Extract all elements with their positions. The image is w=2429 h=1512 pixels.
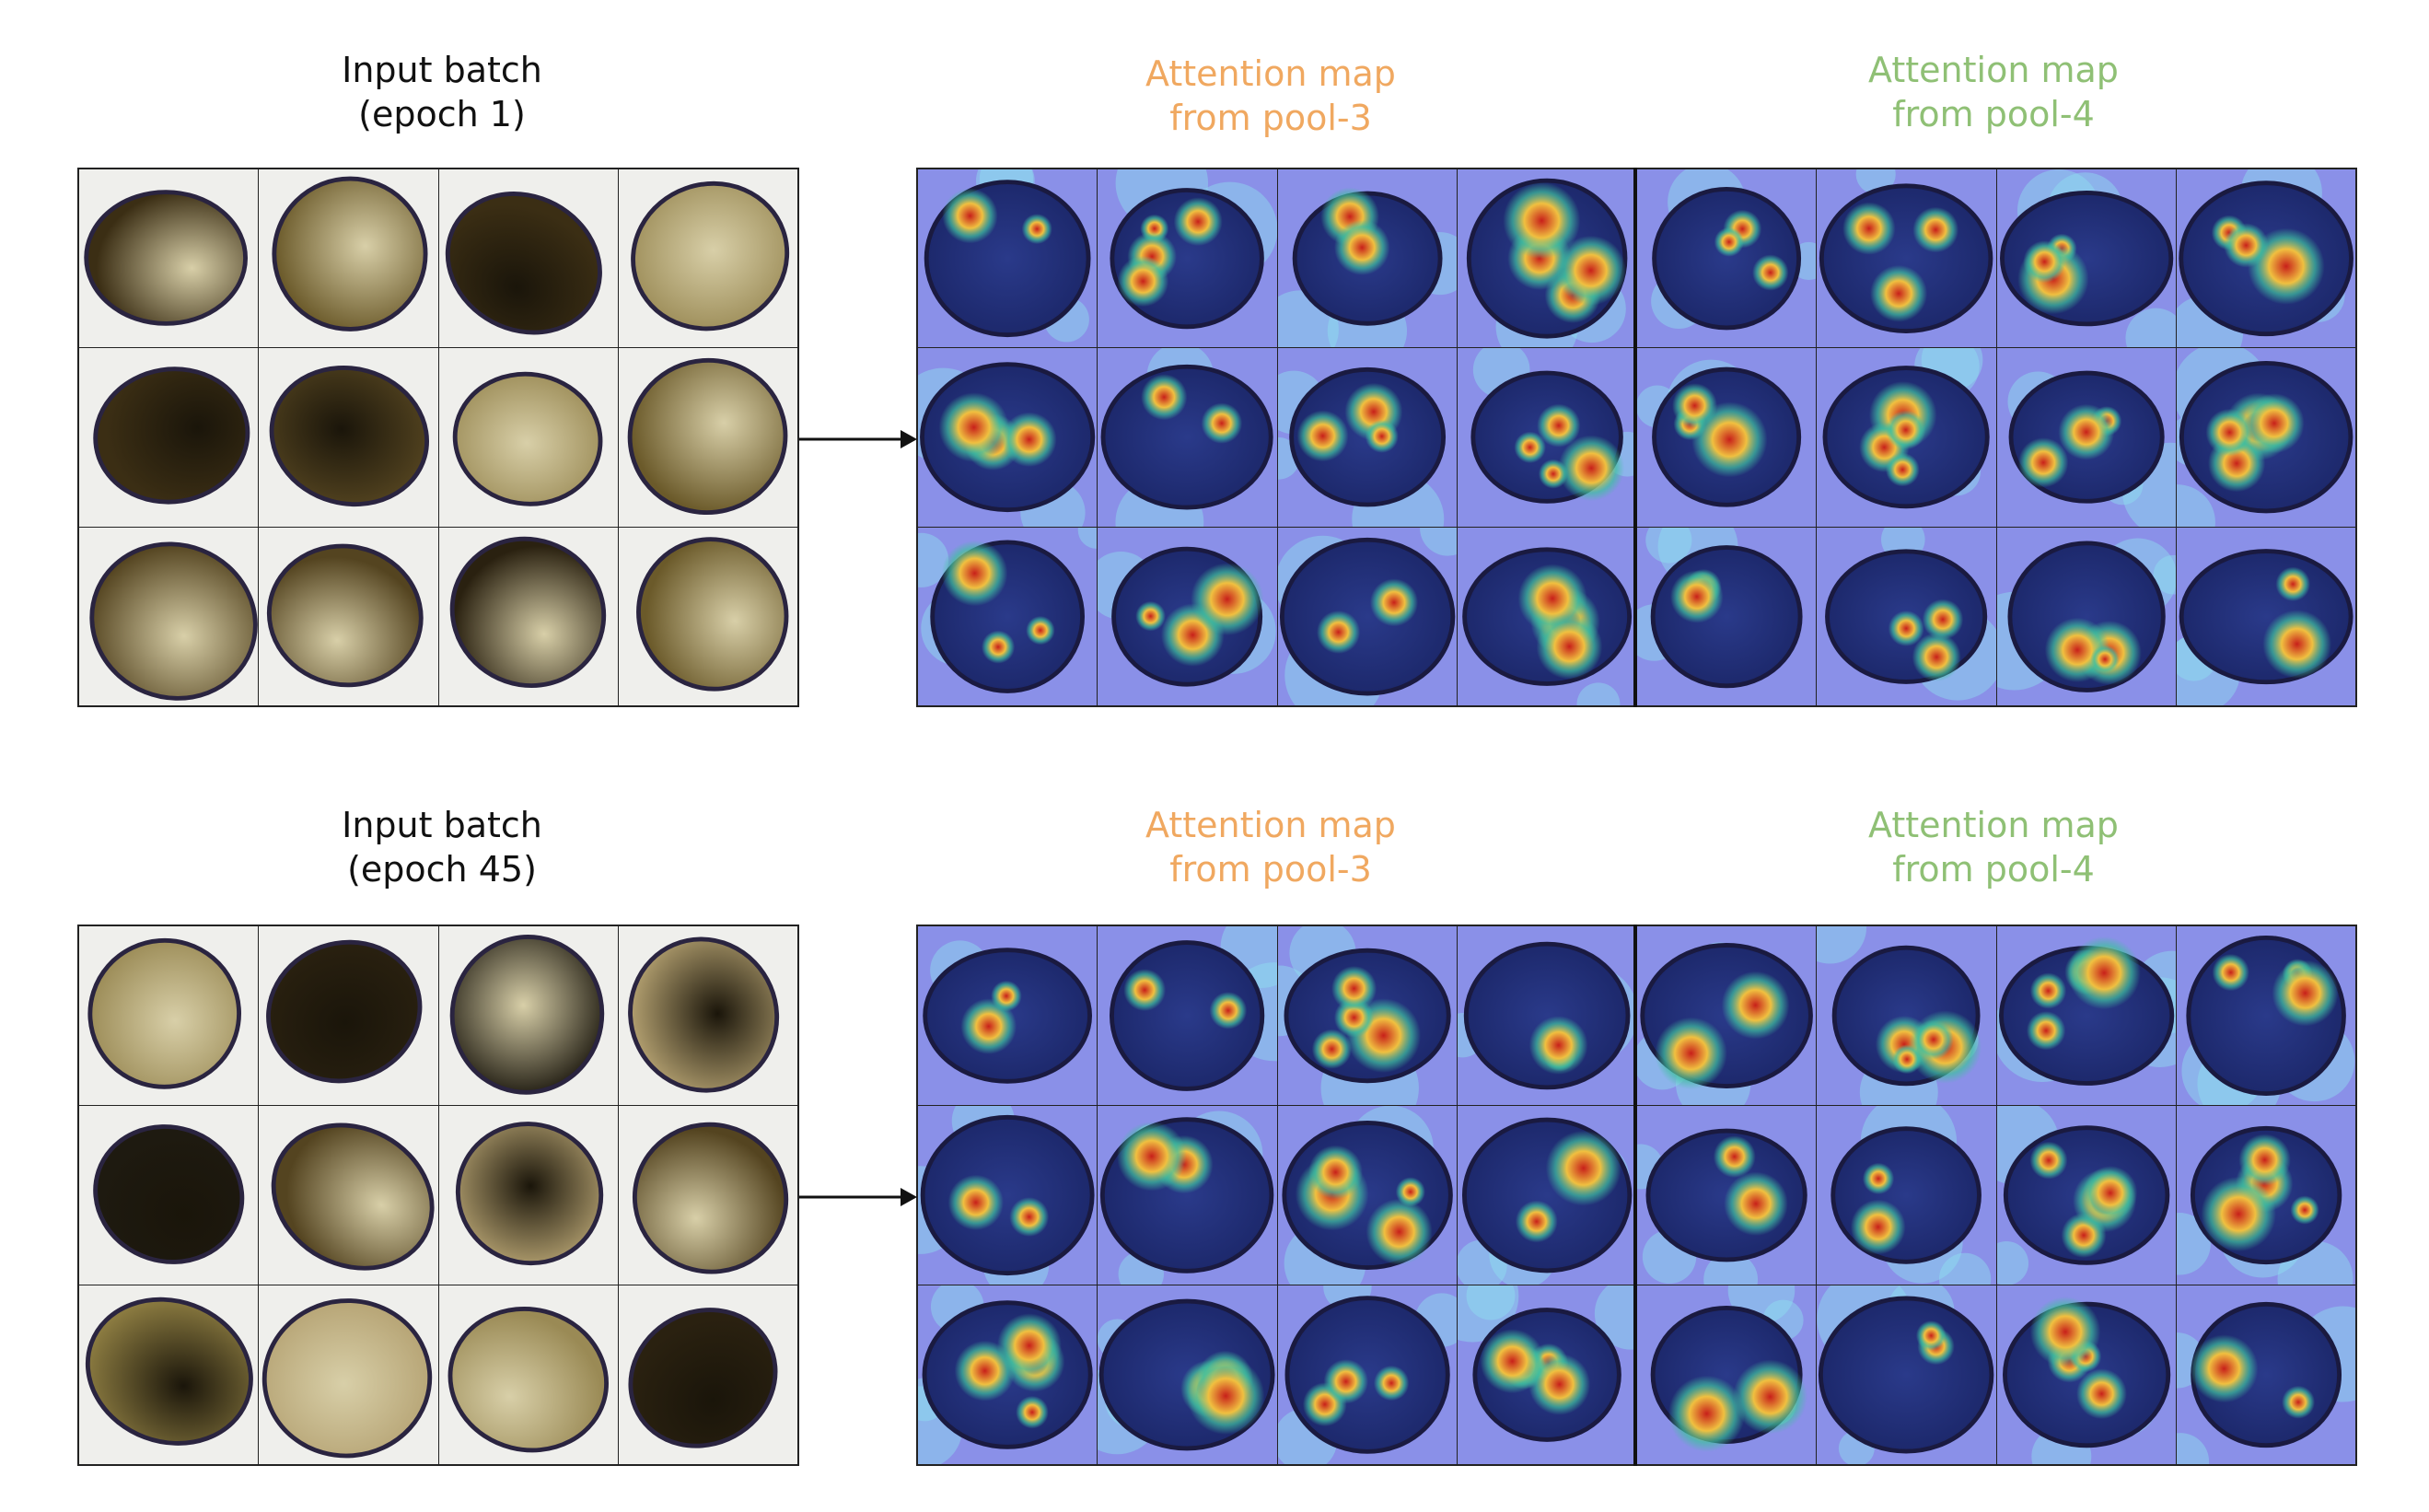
larva-image xyxy=(259,169,438,348)
pool4-label-bottom: Attention map from pool-4 xyxy=(1868,805,2119,890)
pool4-attention-map xyxy=(2176,348,2355,527)
pool3-attention-map xyxy=(918,1106,1098,1285)
pool4-attention-map xyxy=(2176,1285,2355,1464)
pool3-attention-map xyxy=(1098,1106,1277,1285)
pool4-attention-map xyxy=(2176,527,2355,705)
pool4-attention-map xyxy=(1637,348,1817,527)
pool4-attention-map xyxy=(1637,926,1817,1105)
larva-image xyxy=(79,348,259,527)
pool3-attention-map xyxy=(1277,1106,1457,1285)
pool3-attention-map xyxy=(1457,527,1636,705)
pool3-attention-map xyxy=(1098,348,1277,527)
pool3-attention-map xyxy=(1277,169,1457,348)
larva-image xyxy=(438,527,618,705)
pool3-attention-map xyxy=(1098,169,1277,348)
pool3-label-top: Attention map from pool-3 xyxy=(1145,53,1396,138)
pool4-attention-map xyxy=(1996,1106,2176,1285)
larva-image xyxy=(618,926,797,1105)
pool3-attention-map xyxy=(918,169,1098,348)
arrow-right-icon xyxy=(799,430,917,448)
pool3-attention-map xyxy=(1457,169,1636,348)
pool4-attention-map xyxy=(1637,527,1817,705)
pool3-attention-map xyxy=(1277,348,1457,527)
pool4-attention-map xyxy=(1817,527,1996,705)
pool3-attention-map xyxy=(1277,926,1457,1105)
larva-image xyxy=(618,1106,797,1285)
pool3-attention-map xyxy=(1098,1285,1277,1464)
pool4-attention-map xyxy=(1996,169,2176,348)
pool-divider-bottom xyxy=(1633,925,1637,1466)
pool4-attention-map xyxy=(2176,1106,2355,1285)
arrow-right-icon xyxy=(799,1188,917,1206)
pool3-attention-map xyxy=(1457,1106,1636,1285)
pool4-attention-map xyxy=(1817,1106,1996,1285)
larva-image xyxy=(79,527,259,705)
pool4-label-top: Attention map from pool-4 xyxy=(1868,50,2119,134)
larva-image xyxy=(259,348,438,527)
input-batch-grid-epoch-45 xyxy=(77,925,799,1466)
pool4-attention-map xyxy=(1817,169,1996,348)
attention-map-grid-epoch-1 xyxy=(916,168,2357,707)
attention-map-grid-epoch-45 xyxy=(916,925,2357,1466)
larva-image xyxy=(79,1285,259,1464)
pool4-attention-map xyxy=(1996,348,2176,527)
larva-image xyxy=(79,1106,259,1285)
pool3-attention-map xyxy=(1457,926,1636,1105)
larva-image xyxy=(438,348,618,527)
pool3-attention-map xyxy=(918,1285,1098,1464)
pool-divider-top xyxy=(1633,168,1637,707)
pool3-attention-map xyxy=(1277,1285,1457,1464)
larva-image xyxy=(79,169,259,348)
larva-image xyxy=(618,348,797,527)
pool4-attention-map xyxy=(2176,926,2355,1105)
larva-image xyxy=(259,926,438,1105)
pool4-attention-map xyxy=(2176,169,2355,348)
larva-image xyxy=(259,1285,438,1464)
pool3-attention-map xyxy=(1457,348,1636,527)
input-batch-grid-epoch-1 xyxy=(77,168,799,707)
pool4-attention-map xyxy=(1817,348,1996,527)
input-batch-label-epoch-45: Input batch (epoch 45) xyxy=(342,805,542,890)
larva-image xyxy=(259,527,438,705)
pool4-attention-map xyxy=(1637,1285,1817,1464)
pool3-attention-map xyxy=(1098,527,1277,705)
pool4-attention-map xyxy=(1637,169,1817,348)
larva-image xyxy=(618,169,797,348)
pool4-attention-map xyxy=(1817,926,1996,1105)
larva-image xyxy=(259,1106,438,1285)
pool3-attention-map xyxy=(918,348,1098,527)
input-batch-label-epoch-1: Input batch (epoch 1) xyxy=(342,50,542,134)
larva-image xyxy=(79,926,259,1105)
pool3-attention-map xyxy=(1098,926,1277,1105)
larva-image xyxy=(618,1285,797,1464)
pool3-attention-map xyxy=(1457,1285,1636,1464)
larva-image xyxy=(438,926,618,1105)
pool3-attention-map xyxy=(918,527,1098,705)
larva-image xyxy=(438,169,618,348)
larva-image xyxy=(618,527,797,705)
pool4-attention-map xyxy=(1996,1285,2176,1464)
larva-image xyxy=(438,1106,618,1285)
larva-image xyxy=(438,1285,618,1464)
pool4-attention-map xyxy=(1637,1106,1817,1285)
pool4-attention-map xyxy=(1996,527,2176,705)
pool3-attention-map xyxy=(1277,527,1457,705)
pool3-label-bottom: Attention map from pool-3 xyxy=(1145,805,1396,890)
pool3-attention-map xyxy=(918,926,1098,1105)
pool4-attention-map xyxy=(1817,1285,1996,1464)
pool4-attention-map xyxy=(1996,926,2176,1105)
